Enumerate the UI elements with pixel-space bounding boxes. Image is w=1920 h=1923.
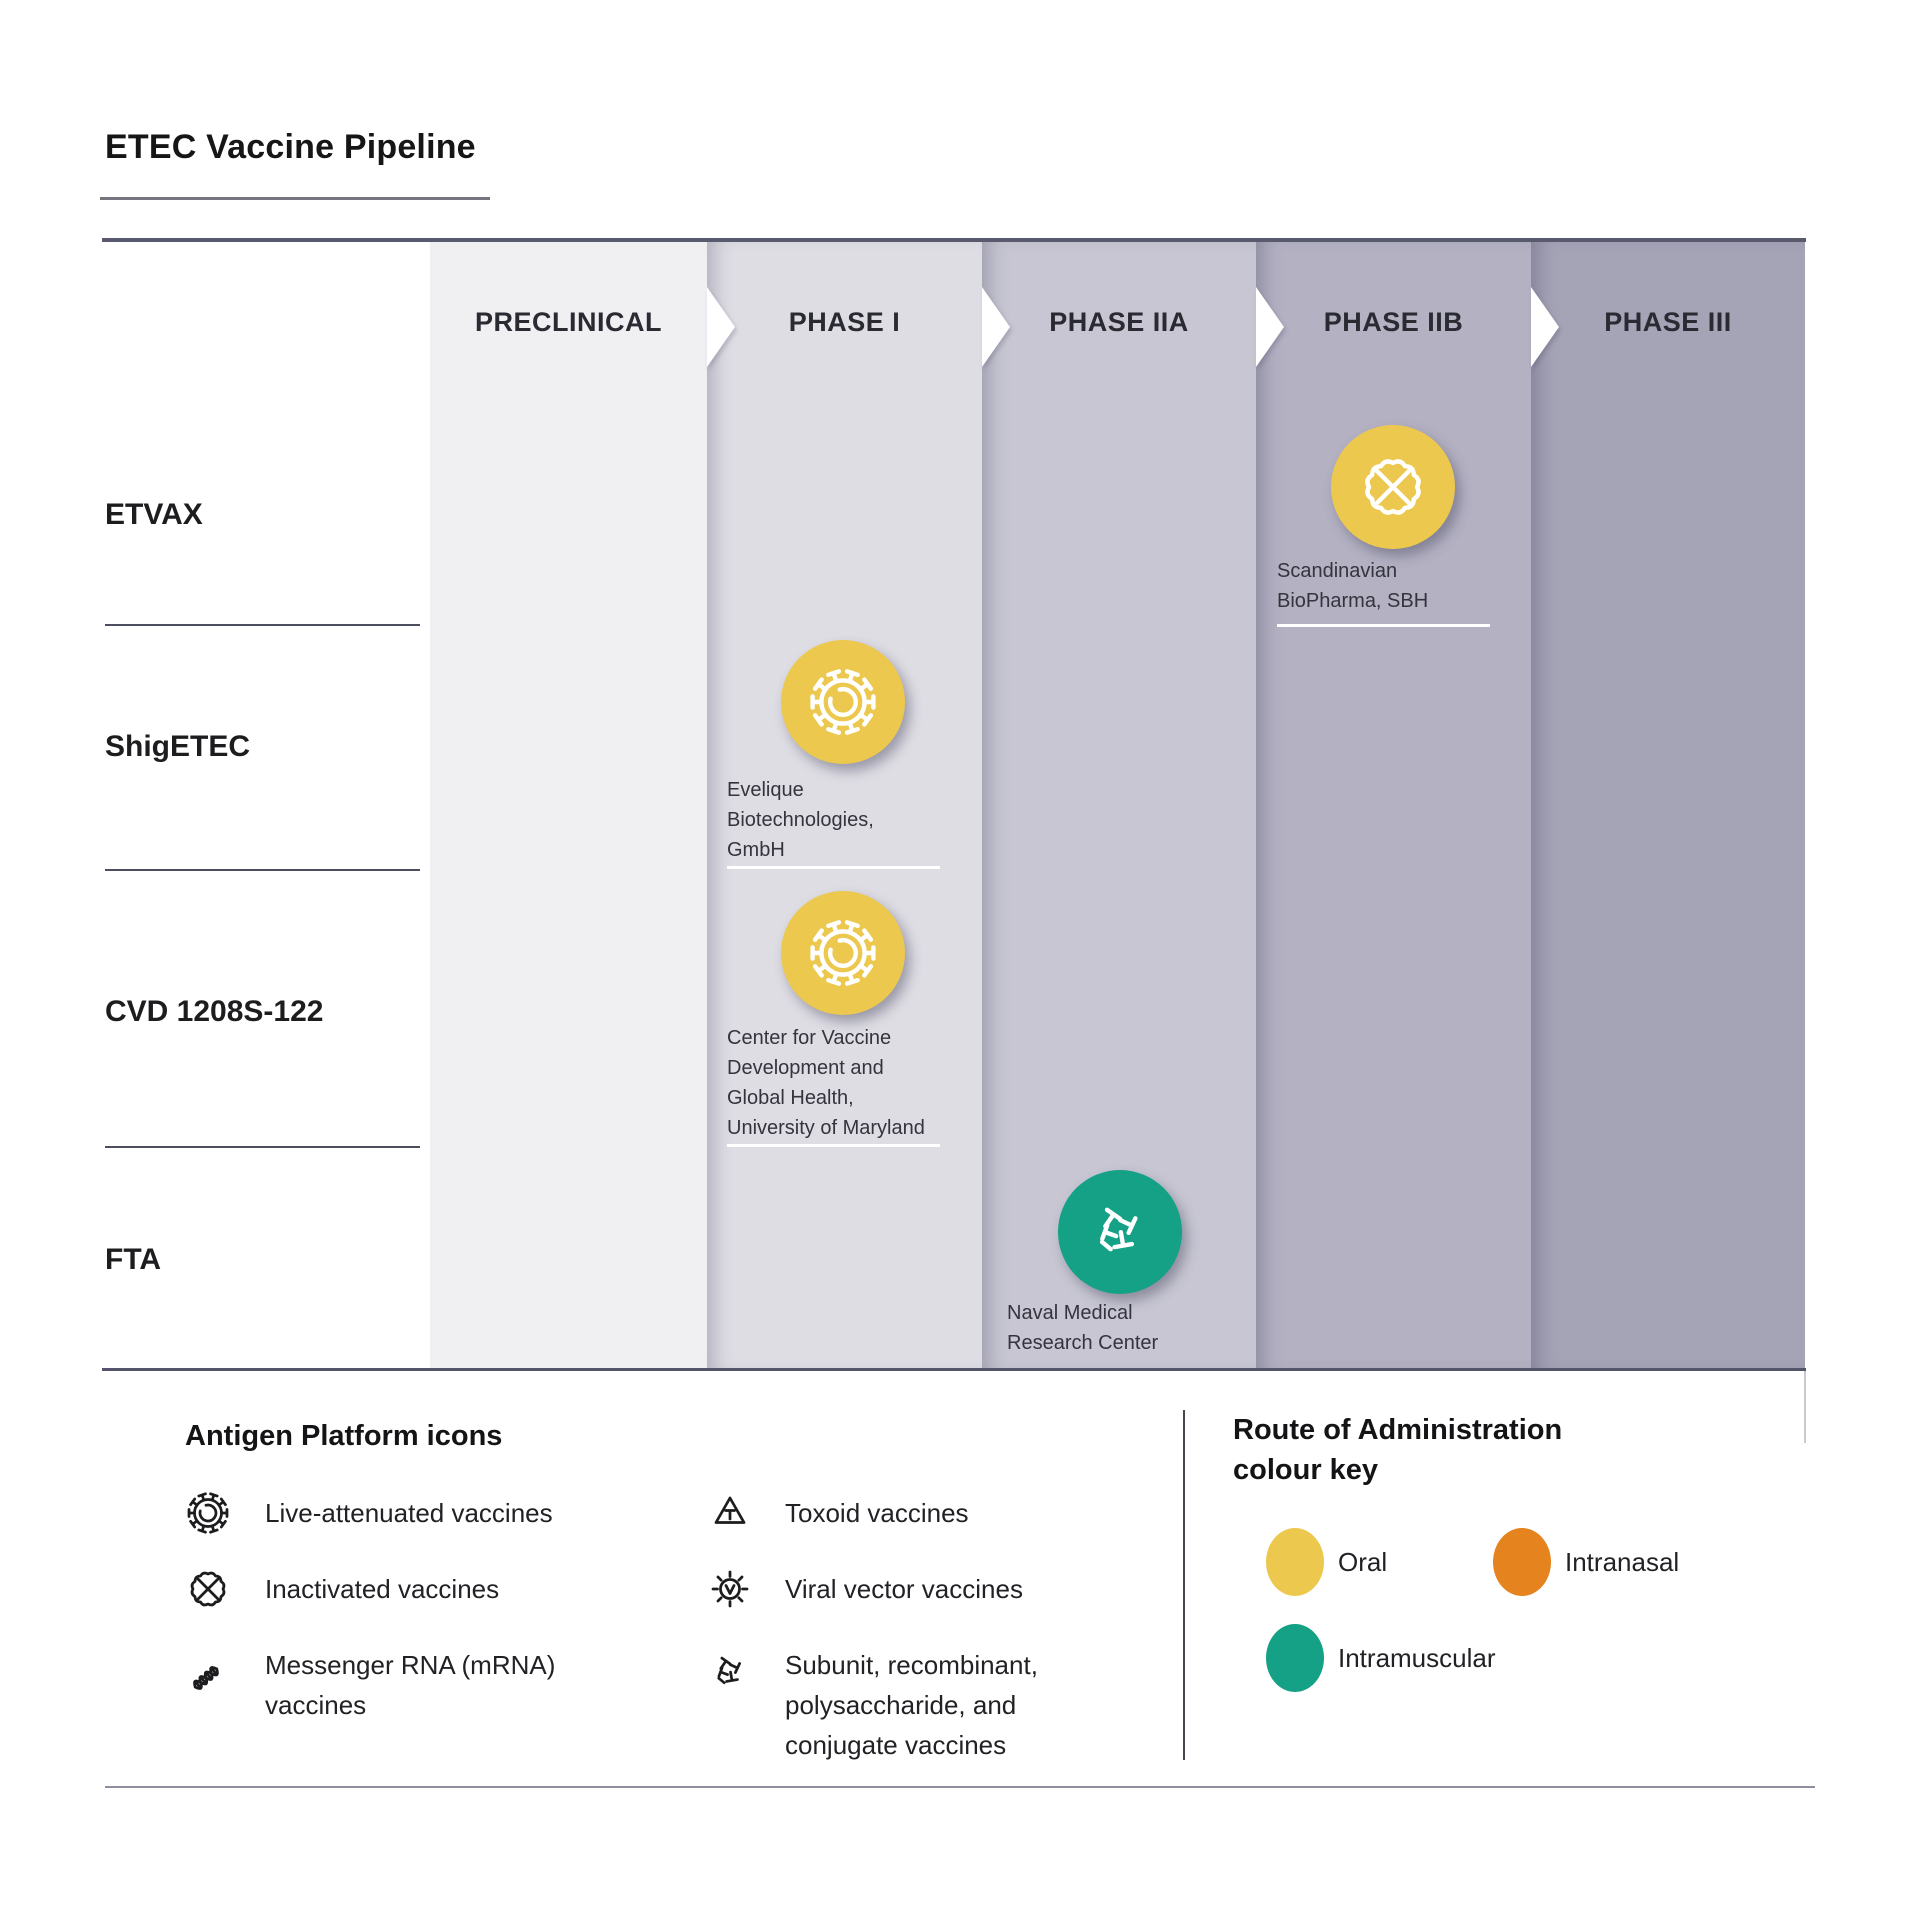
org-line: BioPharma, SBH xyxy=(1277,590,1429,612)
chart-right-edge xyxy=(1804,1371,1806,1443)
cvd-organization: Center for Vaccine Development and Globa… xyxy=(727,1023,925,1143)
title-underline xyxy=(100,197,490,200)
org-underline xyxy=(727,866,940,869)
legend-item-label: Viral vector vaccines xyxy=(785,1574,1023,1604)
column-phase-3 xyxy=(1531,242,1805,1368)
viral-vector-icon xyxy=(705,1564,755,1614)
inactivated-vaccine-icon xyxy=(1353,447,1433,527)
chevron-arrow-icon xyxy=(1531,287,1559,367)
route-legend-heading: Route of Administration colour key xyxy=(1233,1410,1562,1490)
org-line: Center for Vaccine xyxy=(727,1027,892,1049)
intramuscular-color-swatch xyxy=(1266,1624,1324,1692)
row-label-shigetec: ShigETEC xyxy=(105,730,251,763)
mrna-icon xyxy=(181,1653,231,1703)
route-heading-line: colour key xyxy=(1233,1454,1379,1486)
org-line: GmbH xyxy=(727,839,785,861)
footer-rule xyxy=(105,1786,1815,1788)
org-line: Evelique xyxy=(727,779,804,801)
route-label-intranasal: Intranasal xyxy=(1565,1547,1680,1577)
live-attenuated-vaccine-icon xyxy=(803,913,883,993)
row-label-cvd-1208s-122: CVD 1208S-122 xyxy=(105,995,324,1028)
etvax-organization: Scandinavian BioPharma, SBH xyxy=(1277,556,1428,616)
oral-color-swatch xyxy=(1266,1528,1324,1596)
column-phase-1 xyxy=(707,242,982,1368)
row-separator xyxy=(105,869,420,871)
org-line: University of Maryland xyxy=(727,1117,925,1139)
shigetec-organization: Evelique Biotechnologies, GmbH xyxy=(727,775,874,865)
chart-bottom-rule xyxy=(102,1368,1806,1371)
row-label-fta: FTA xyxy=(105,1243,162,1276)
phase-header-preclinical: PRECLINICAL xyxy=(475,307,662,337)
legend-label-line: Messenger RNA (mRNA) xyxy=(265,1650,556,1680)
subunit-vaccine-icon xyxy=(1080,1192,1160,1272)
chevron-arrow-icon xyxy=(707,287,735,367)
org-line: Development and xyxy=(727,1057,884,1079)
legend-label-line: polysaccharide, and xyxy=(785,1690,1017,1720)
chart-top-rule xyxy=(102,238,1806,242)
shigetec-vaccine-badge xyxy=(781,640,905,764)
phase-header-phase-2b: PHASE IIB xyxy=(1323,307,1464,337)
phase-header-phase-2a: PHASE IIA xyxy=(1049,307,1189,337)
org-underline xyxy=(727,1144,940,1147)
org-line: Global Health, xyxy=(727,1087,854,1109)
cvd-vaccine-badge xyxy=(781,891,905,1015)
row-separator xyxy=(105,1146,420,1148)
legend-label-line: vaccines xyxy=(265,1690,367,1720)
phase-header-phase-3: PHASE III xyxy=(1604,307,1732,337)
org-line: Naval Medical xyxy=(1007,1302,1133,1324)
org-underline xyxy=(1277,624,1490,627)
row-label-etvax: ETVAX xyxy=(105,498,203,531)
legend-item-label: Toxoid vaccines xyxy=(785,1498,969,1528)
antigen-legend-heading: Antigen Platform icons xyxy=(185,1420,503,1452)
column-phase-2b xyxy=(1256,242,1531,1368)
inactivated-icon xyxy=(183,1564,233,1614)
route-label-oral: Oral xyxy=(1338,1547,1388,1577)
etvax-vaccine-badge xyxy=(1331,425,1455,549)
legend-label-line: conjugate vaccines xyxy=(785,1730,1007,1760)
live-attenuated-icon xyxy=(183,1488,233,1538)
toxoid-icon xyxy=(705,1487,755,1537)
phase-header-phase-1: PHASE I xyxy=(788,307,901,337)
route-label-intramuscular: Intramuscular xyxy=(1338,1643,1496,1673)
intranasal-color-swatch xyxy=(1493,1528,1551,1596)
legend-divider xyxy=(1183,1410,1185,1760)
fta-organization: Naval Medical Research Center xyxy=(1007,1298,1158,1358)
chevron-arrow-icon xyxy=(1256,287,1284,367)
legend-item-label: Messenger RNA (mRNA) vaccines xyxy=(265,1645,555,1725)
org-line: Research Center xyxy=(1007,1332,1159,1354)
page-title: ETEC Vaccine Pipeline xyxy=(105,128,476,166)
legend-item-label: Live-attenuated vaccines xyxy=(265,1498,553,1528)
row-separator xyxy=(105,624,420,626)
org-line: Biotechnologies, xyxy=(727,809,874,831)
legend-item-label: Inactivated vaccines xyxy=(265,1574,500,1604)
subunit-icon xyxy=(705,1647,755,1697)
chevron-arrow-icon xyxy=(982,287,1010,367)
legend-item-label: Subunit, recombinant, polysaccharide, an… xyxy=(785,1645,1038,1765)
fta-vaccine-badge xyxy=(1058,1170,1182,1294)
legend-label-line: Subunit, recombinant, xyxy=(785,1650,1038,1680)
column-preclinical xyxy=(430,242,707,1368)
live-attenuated-vaccine-icon xyxy=(803,662,883,742)
org-line: Scandinavian xyxy=(1277,560,1398,582)
route-heading-line: Route of Administration xyxy=(1233,1414,1563,1446)
